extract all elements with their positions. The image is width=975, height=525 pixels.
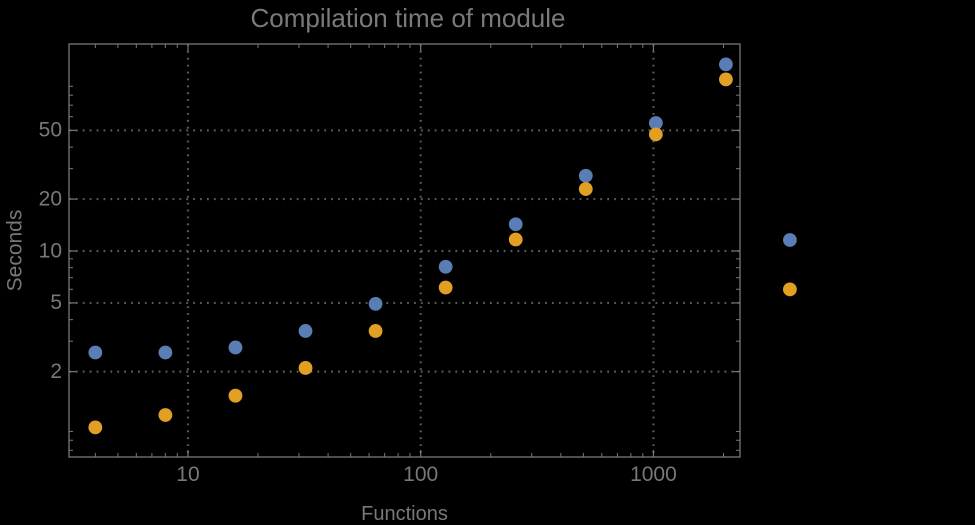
svg-text:Seconds: Seconds	[4, 210, 27, 292]
svg-text:1000: 1000	[630, 463, 677, 486]
svg-text:10: 10	[176, 463, 199, 486]
svg-text:2: 2	[50, 360, 62, 383]
svg-text:Compilation time of module: Compilation time of module	[250, 3, 565, 33]
svg-text:100: 100	[403, 463, 438, 486]
svg-text:10: 10	[39, 239, 62, 262]
svg-text:20: 20	[39, 187, 62, 210]
svg-text:Functions: Functions	[361, 503, 448, 525]
svg-text:5: 5	[50, 291, 62, 314]
svg-text:50: 50	[39, 119, 62, 142]
